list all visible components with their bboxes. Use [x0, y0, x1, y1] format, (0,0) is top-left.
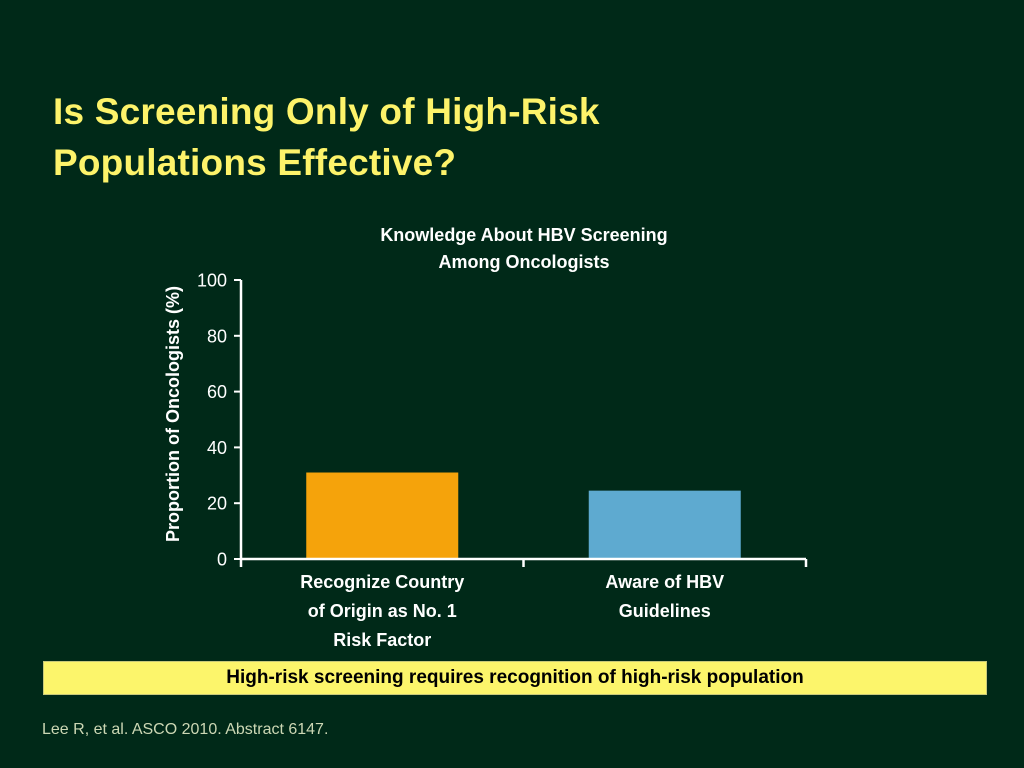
slide-title-line-2: Populations Effective? — [53, 142, 457, 183]
y-tick-label-100: 100 — [197, 271, 227, 291]
chart-title-line-2: Among Oncologists — [439, 252, 610, 272]
citation: Lee R, et al. ASCO 2010. Abstract 6147. — [42, 721, 329, 738]
y-axis-label: Proportion of Oncologists (%) — [163, 286, 183, 542]
category-label-2-line-1: Aware of HBV — [605, 572, 724, 592]
slide-title-line-1: Is Screening Only of High-Risk — [53, 91, 600, 132]
category-label-1-line-2: of Origin as No. 1 — [308, 601, 457, 621]
y-tick-label-60: 60 — [207, 382, 227, 402]
category-label-1-line-1: Recognize Country — [300, 572, 464, 592]
bar-2 — [588, 490, 741, 559]
y-tick-label-20: 20 — [207, 494, 227, 514]
bar-1 — [306, 472, 459, 559]
slide-title: Is Screening Only of High-Risk Populatio… — [53, 86, 953, 188]
chart-title-line-1: Knowledge About HBV Screening — [380, 225, 667, 245]
category-label-1-line-3: Risk Factor — [333, 630, 431, 650]
callout-text: High-risk screening requires recognition… — [226, 667, 804, 688]
y-tick-label-80: 80 — [207, 326, 227, 346]
y-tick-label-40: 40 — [207, 438, 227, 458]
category-label-2-line-2: Guidelines — [619, 601, 711, 621]
key-takeaway-callout: High-risk screening requires recognition… — [43, 661, 987, 695]
y-tick-label-0: 0 — [217, 550, 227, 570]
